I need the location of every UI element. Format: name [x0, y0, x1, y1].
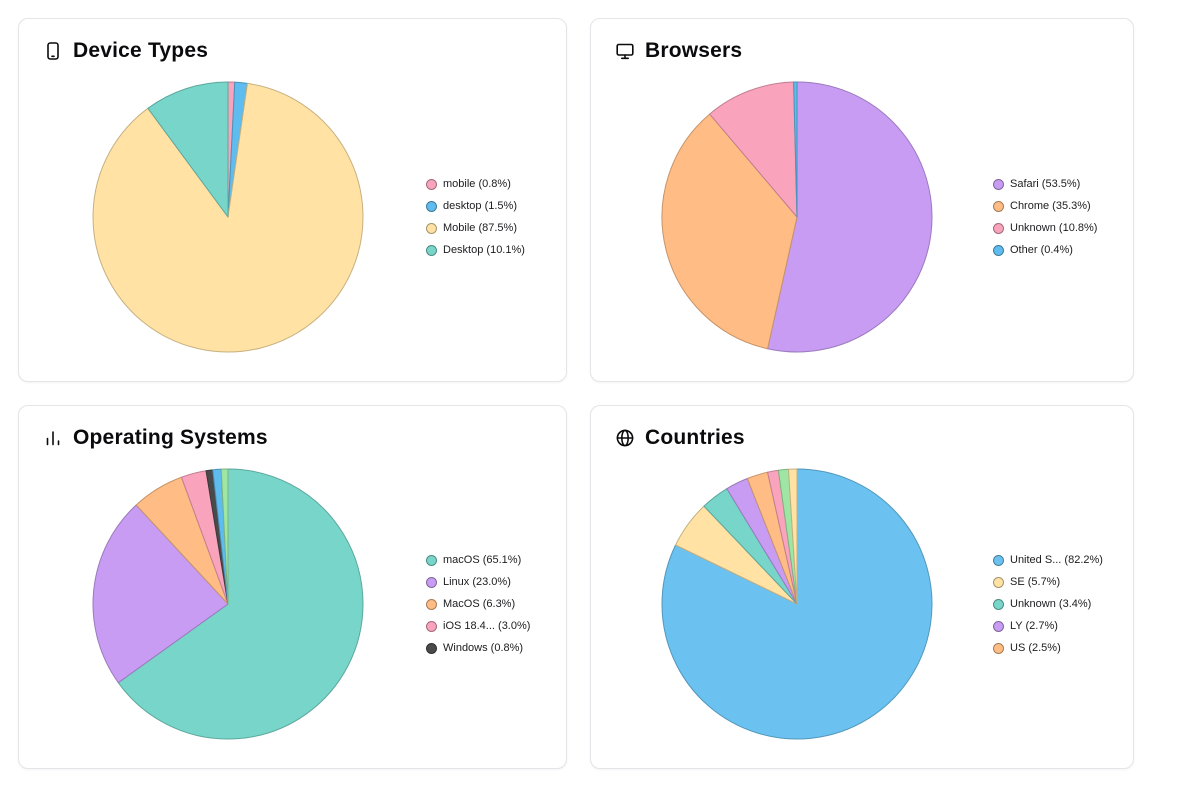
card-title: Browsers — [645, 39, 743, 62]
legend-label: Desktop (10.1%) — [443, 244, 525, 256]
legend-label: Safari (53.5%) — [1010, 178, 1081, 190]
legend-color-dot — [993, 576, 1004, 588]
card-header: Operating Systems — [19, 406, 566, 452]
pie-chart — [661, 468, 933, 740]
device-types-card: Device Types mobile (0.8%) desktop (1.5%)… — [18, 18, 567, 382]
legend-item-chrome[interactable]: Chrome (35.3%) — [993, 200, 1113, 212]
legend-label: MacOS (6.3%) — [443, 598, 516, 610]
card-body: United S... (82.2%) SE (5.7%) Unknown (3.4… — [591, 452, 1133, 768]
globe-icon — [615, 428, 635, 448]
legend-label: Unknown (10.8%) — [1010, 222, 1098, 234]
legend-label: desktop (1.5%) — [443, 200, 517, 212]
legend-color-dot — [426, 598, 437, 610]
smartphone-icon — [43, 41, 63, 61]
legend-item-macos[interactable]: MacOS (6.3%) — [426, 598, 546, 610]
legend-color-dot — [993, 642, 1004, 654]
pie-container — [601, 81, 993, 353]
legend-color-dot — [426, 244, 437, 256]
legend-item-desktop[interactable]: desktop (1.5%) — [426, 200, 546, 212]
legend-item-safari[interactable]: Safari (53.5%) — [993, 178, 1113, 190]
legend-item-ios-18-4[interactable]: iOS 18.4... (3.0%) — [426, 620, 546, 632]
legend-color-dot — [993, 178, 1004, 190]
legend-label: Chrome (35.3%) — [1010, 200, 1091, 212]
legend-color-dot — [426, 200, 437, 212]
legend-item-unknown[interactable]: Unknown (3.4%) — [993, 598, 1113, 610]
legend-label: Unknown (3.4%) — [1010, 598, 1092, 610]
legend-label: Linux (23.0%) — [443, 576, 511, 588]
legend-item-other[interactable]: Other (0.4%) — [993, 244, 1113, 256]
operating-systems-card: Operating Systems macOS (65.1%) Linux (23… — [18, 405, 567, 769]
pie-slice-mobile[interactable] — [92, 82, 363, 353]
pie-slice-unknown[interactable] — [709, 81, 798, 218]
legend: Safari (53.5%) Chrome (35.3%) Unknown (10.… — [993, 178, 1113, 256]
card-body: macOS (65.1%) Linux (23.0%) MacOS (6.3%) iO… — [19, 452, 566, 768]
legend-color-dot — [426, 642, 437, 654]
pie-slice-safari[interactable] — [767, 81, 933, 353]
legend-item-desktop[interactable]: Desktop (10.1%) — [426, 244, 546, 256]
legend-color-dot — [993, 222, 1004, 234]
legend-label: SE (5.7%) — [1010, 576, 1061, 588]
pie-slice-macos[interactable] — [117, 468, 363, 740]
legend-label: Windows (0.8%) — [443, 642, 524, 654]
legend-color-dot — [993, 200, 1004, 212]
pie-chart — [92, 468, 363, 740]
legend-label: US (2.5%) — [1010, 642, 1061, 654]
pie-slice-chrome[interactable] — [661, 113, 798, 350]
monitor-icon — [615, 41, 635, 61]
pie-slice-desktop[interactable] — [146, 81, 228, 218]
pie-container — [601, 468, 993, 740]
legend-item-us[interactable]: US (2.5%) — [993, 642, 1113, 654]
pie-slice-linux[interactable] — [92, 504, 228, 684]
legend-color-dot — [993, 598, 1004, 610]
legend-item-mobile[interactable]: mobile (0.8%) — [426, 178, 546, 190]
pie-slice-other[interactable] — [793, 81, 798, 218]
legend-label: iOS 18.4... (3.0%) — [443, 620, 531, 632]
legend-label: mobile (0.8%) — [443, 178, 511, 190]
legend-label: Other (0.4%) — [1010, 244, 1073, 256]
legend-color-dot — [426, 620, 437, 632]
legend-label: Mobile (87.5%) — [443, 222, 517, 234]
legend-label: United S... (82.2%) — [1010, 554, 1103, 566]
pie-container — [29, 468, 426, 740]
legend: United S... (82.2%) SE (5.7%) Unknown (3.4… — [993, 554, 1113, 654]
pie-chart — [661, 81, 933, 353]
legend-color-dot — [426, 178, 437, 190]
pie-slice[interactable] — [788, 468, 798, 605]
pie-slice[interactable] — [220, 468, 228, 605]
card-title: Operating Systems — [73, 426, 268, 449]
legend-color-dot — [993, 620, 1004, 632]
legend: mobile (0.8%) desktop (1.5%) Mobile (87.5%… — [426, 178, 546, 256]
legend-color-dot — [426, 576, 437, 588]
legend-item-se[interactable]: SE (5.7%) — [993, 576, 1113, 588]
legend-label: LY (2.7%) — [1010, 620, 1058, 632]
legend-color-dot — [993, 244, 1004, 256]
card-body: mobile (0.8%) desktop (1.5%) Mobile (87.5%… — [19, 65, 566, 381]
legend-label: macOS (65.1%) — [443, 554, 522, 566]
card-header: Countries — [591, 406, 1133, 452]
legend-item-macos[interactable]: macOS (65.1%) — [426, 554, 546, 566]
legend-item-ly[interactable]: LY (2.7%) — [993, 620, 1113, 632]
legend-item-united-s[interactable]: United S... (82.2%) — [993, 554, 1113, 566]
legend-item-linux[interactable]: Linux (23.0%) — [426, 576, 546, 588]
card-title: Device Types — [73, 39, 209, 62]
bar-chart-icon — [43, 428, 63, 448]
countries-card: Countries United S... (82.2%) SE (5.7%) Un… — [590, 405, 1134, 769]
legend-item-windows[interactable]: Windows (0.8%) — [426, 642, 546, 654]
legend-item-unknown[interactable]: Unknown (10.8%) — [993, 222, 1113, 234]
card-header: Browsers — [591, 19, 1133, 65]
card-body: Safari (53.5%) Chrome (35.3%) Unknown (10.… — [591, 65, 1133, 381]
legend: macOS (65.1%) Linux (23.0%) MacOS (6.3%) iO… — [426, 554, 546, 654]
legend-color-dot — [426, 554, 437, 566]
legend-color-dot — [993, 554, 1004, 566]
pie-container — [29, 81, 426, 353]
legend-color-dot — [426, 222, 437, 234]
pie-chart — [92, 81, 363, 353]
card-title: Countries — [645, 426, 745, 449]
legend-item-mobile[interactable]: Mobile (87.5%) — [426, 222, 546, 234]
card-header: Device Types — [19, 19, 566, 65]
browsers-card: Browsers Safari (53.5%) Chrome (35.3%) Unk… — [590, 18, 1134, 382]
